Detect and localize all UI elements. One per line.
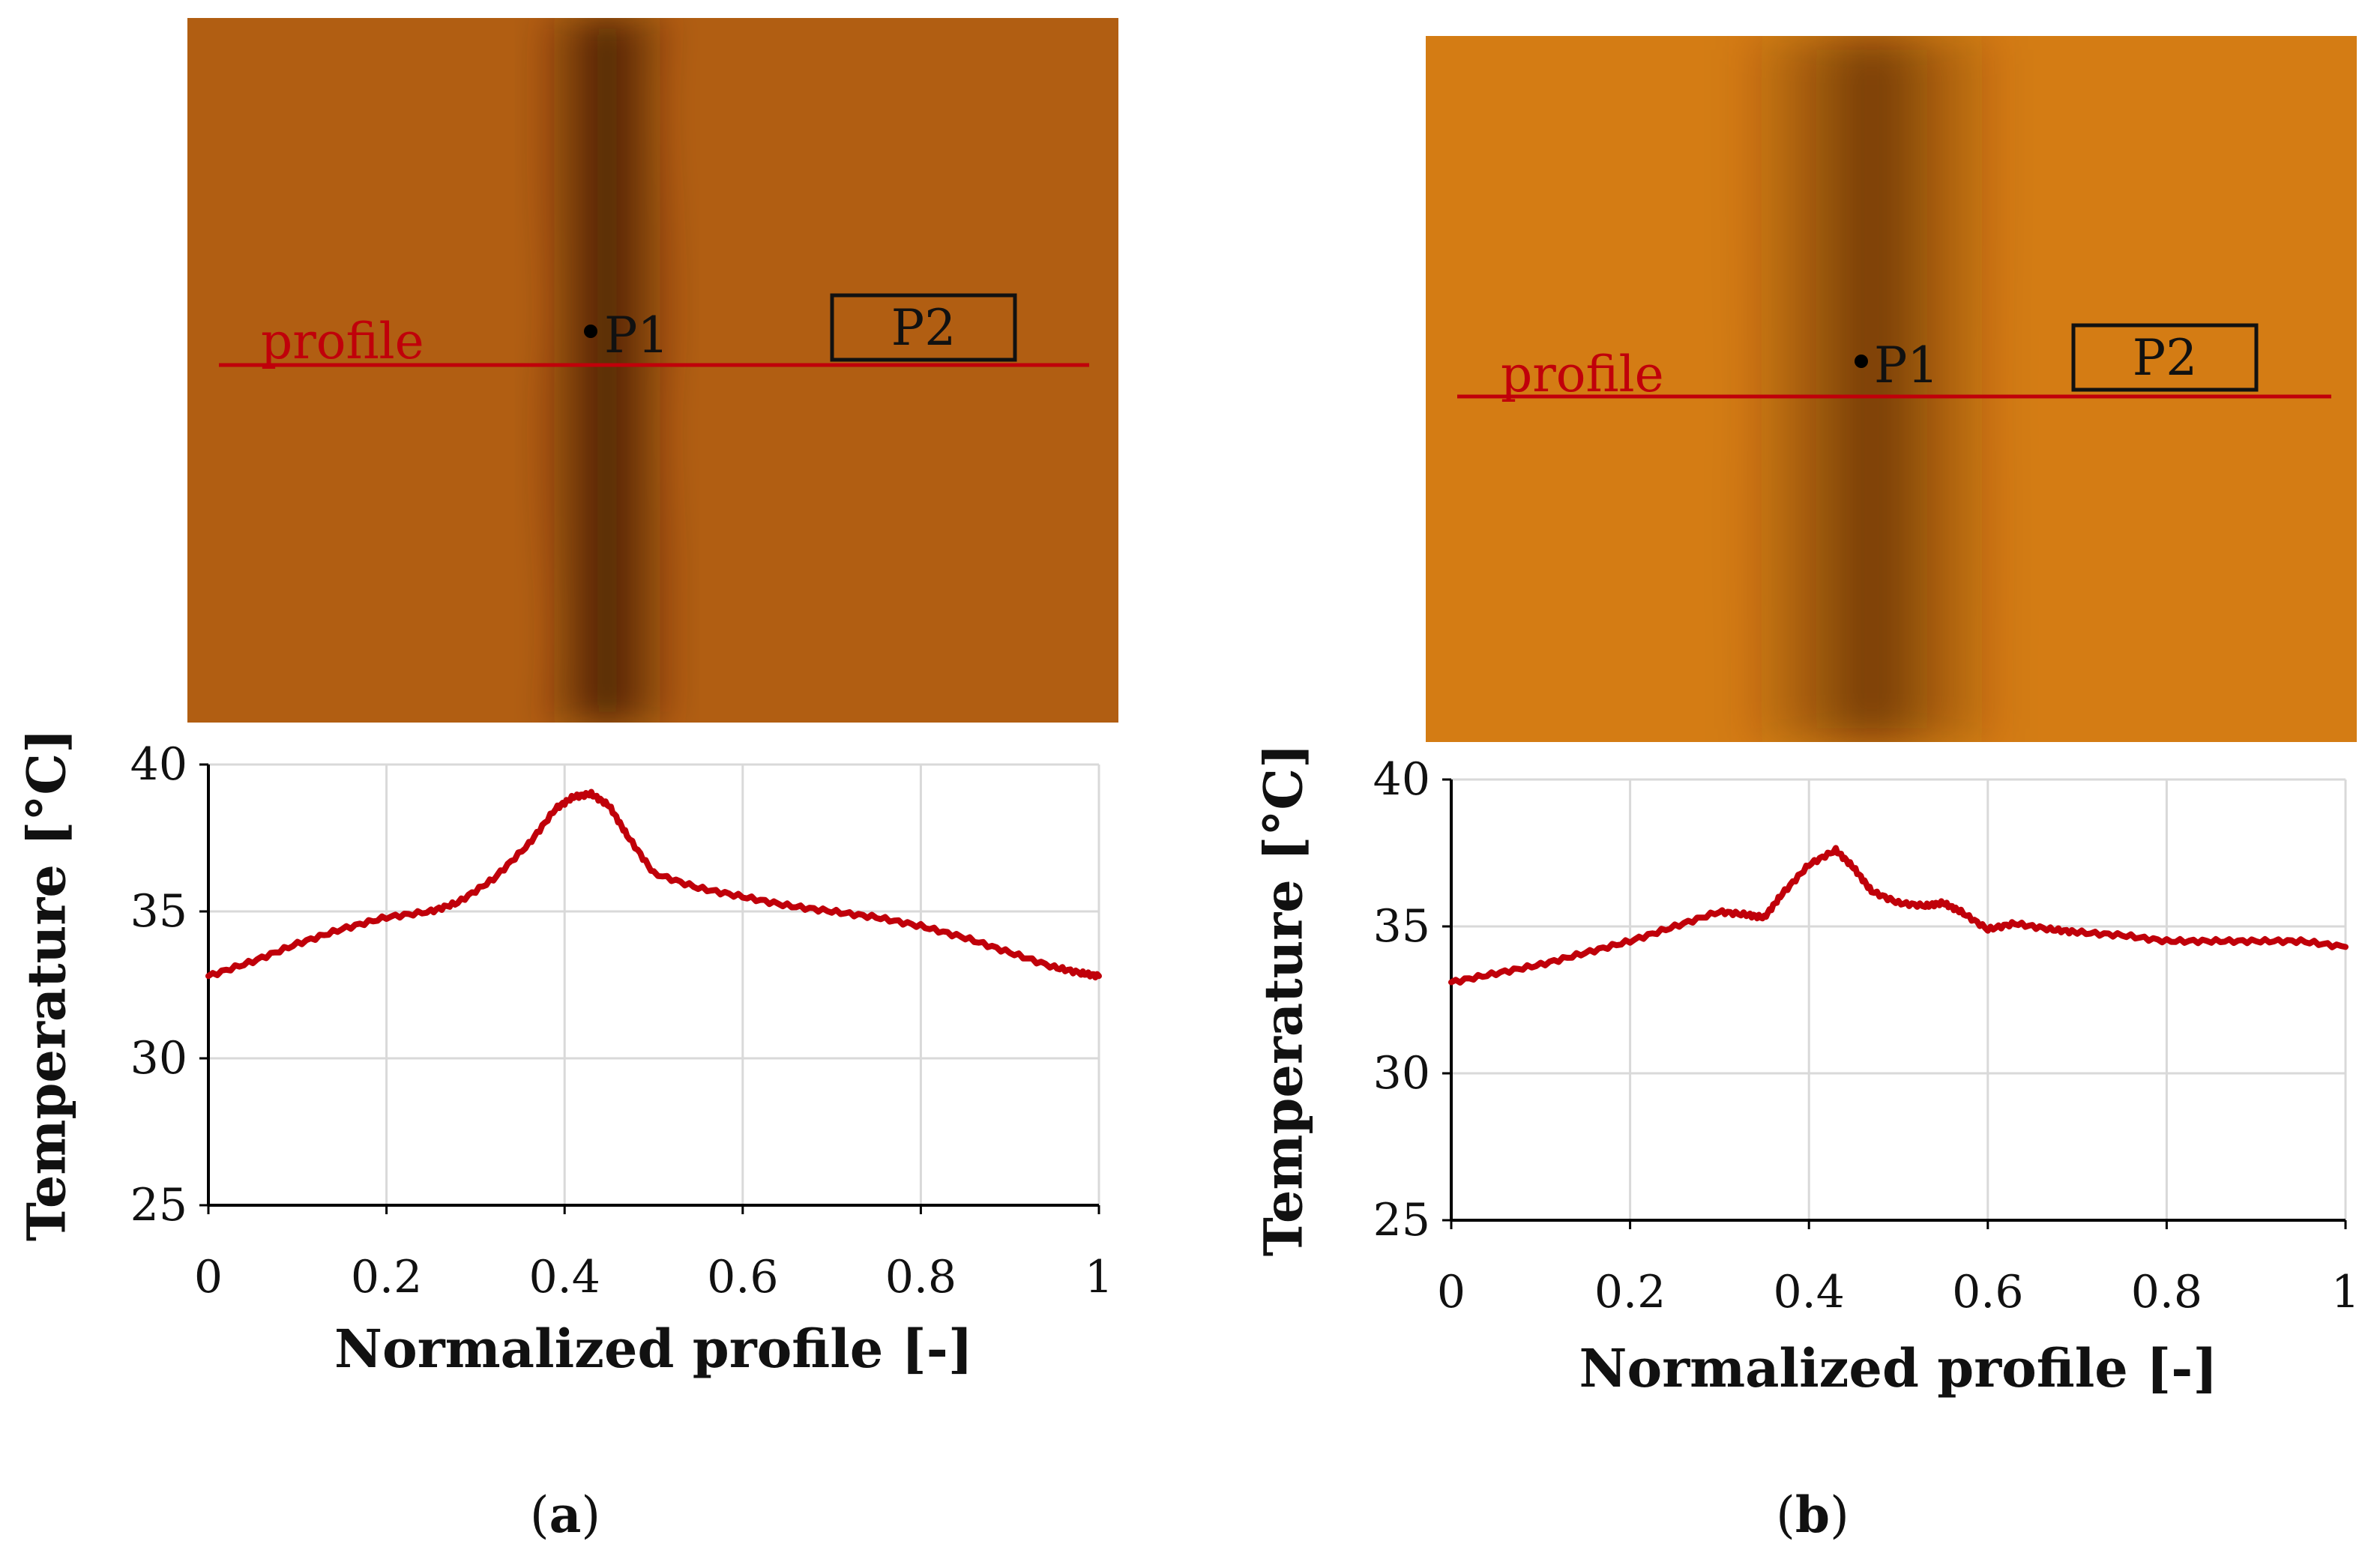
caption-b-letter: b: [1795, 1486, 1831, 1544]
series-line-profile: [205, 788, 1102, 981]
y-tick-label: 25: [1373, 1194, 1430, 1246]
hot-band: [1731, 36, 2013, 742]
y-tick-label: 25: [130, 1179, 187, 1231]
profile-label: profile: [1501, 346, 1664, 403]
x-tick-label: 0.6: [1952, 1266, 2023, 1318]
region-p2-label: P2: [2133, 329, 2197, 387]
y-tick-label: 35: [130, 885, 187, 938]
profile-label: profile: [261, 313, 424, 370]
caption-a: (a): [529, 1486, 601, 1544]
x-axis-label: Normalized profile [-]: [334, 1318, 973, 1380]
y-tick-label: 30: [1373, 1047, 1430, 1100]
y-tick-label: 40: [1373, 753, 1430, 806]
chart-b-group: 0 0.2 0.4 0.6 0.8 1 25 30 35 40 Normalized profile…: [1253, 744, 2361, 1399]
y-tick-label: 35: [1373, 900, 1430, 953]
x-tick-label: 0.6: [707, 1251, 778, 1303]
x-tick-label: 1: [2331, 1266, 2360, 1318]
thermal-image-b: profile P1 P2: [1426, 36, 2357, 742]
x-tick-label: 0.8: [885, 1251, 956, 1303]
x-tick-label: 1: [1085, 1251, 1113, 1303]
chart-a-group: 0 0.2 0.4 0.6 0.8 1 25 30 35 40 Normalized profile…: [16, 729, 1114, 1380]
x-tick-label: 0.4: [1773, 1266, 1844, 1318]
caption-a-letter: a: [549, 1486, 582, 1544]
hot-band: [530, 18, 684, 723]
series-line-profile: [1448, 845, 2349, 986]
x-tick-label: 0: [194, 1251, 223, 1303]
point-p1-marker: [584, 325, 597, 338]
caption-b: (b): [1776, 1486, 1849, 1544]
x-tick-label: 0.2: [351, 1251, 422, 1303]
point-p1-label: P1: [604, 307, 669, 364]
thermal-image-a-canvas: profile P1 P2: [187, 18, 1118, 723]
x-tick-label: 0.4: [528, 1251, 600, 1303]
region-p2-box: [830, 293, 1017, 362]
x-tick-label: 0.2: [1594, 1266, 1666, 1318]
thermal-image-a: profile P1 P2: [187, 18, 1118, 723]
y-axis-label: Temperature [°C]: [1253, 744, 1315, 1256]
x-tick-label: 0: [1437, 1266, 1465, 1318]
y-tick-label: 40: [130, 738, 187, 791]
point-p1-label: P1: [1874, 337, 1938, 394]
x-axis-label: Normalized profile [-]: [1579, 1337, 2218, 1399]
region-p2-box: [2071, 323, 2259, 392]
point-p1-marker: [1855, 355, 1868, 368]
y-tick-label: 30: [130, 1032, 187, 1085]
x-tick-label: 0.8: [2131, 1266, 2202, 1318]
y-axis-label: Temperature [°C]: [16, 729, 78, 1241]
region-p2-label: P2: [891, 299, 956, 357]
thermal-image-b-canvas: profile P1 P2: [1426, 36, 2357, 742]
